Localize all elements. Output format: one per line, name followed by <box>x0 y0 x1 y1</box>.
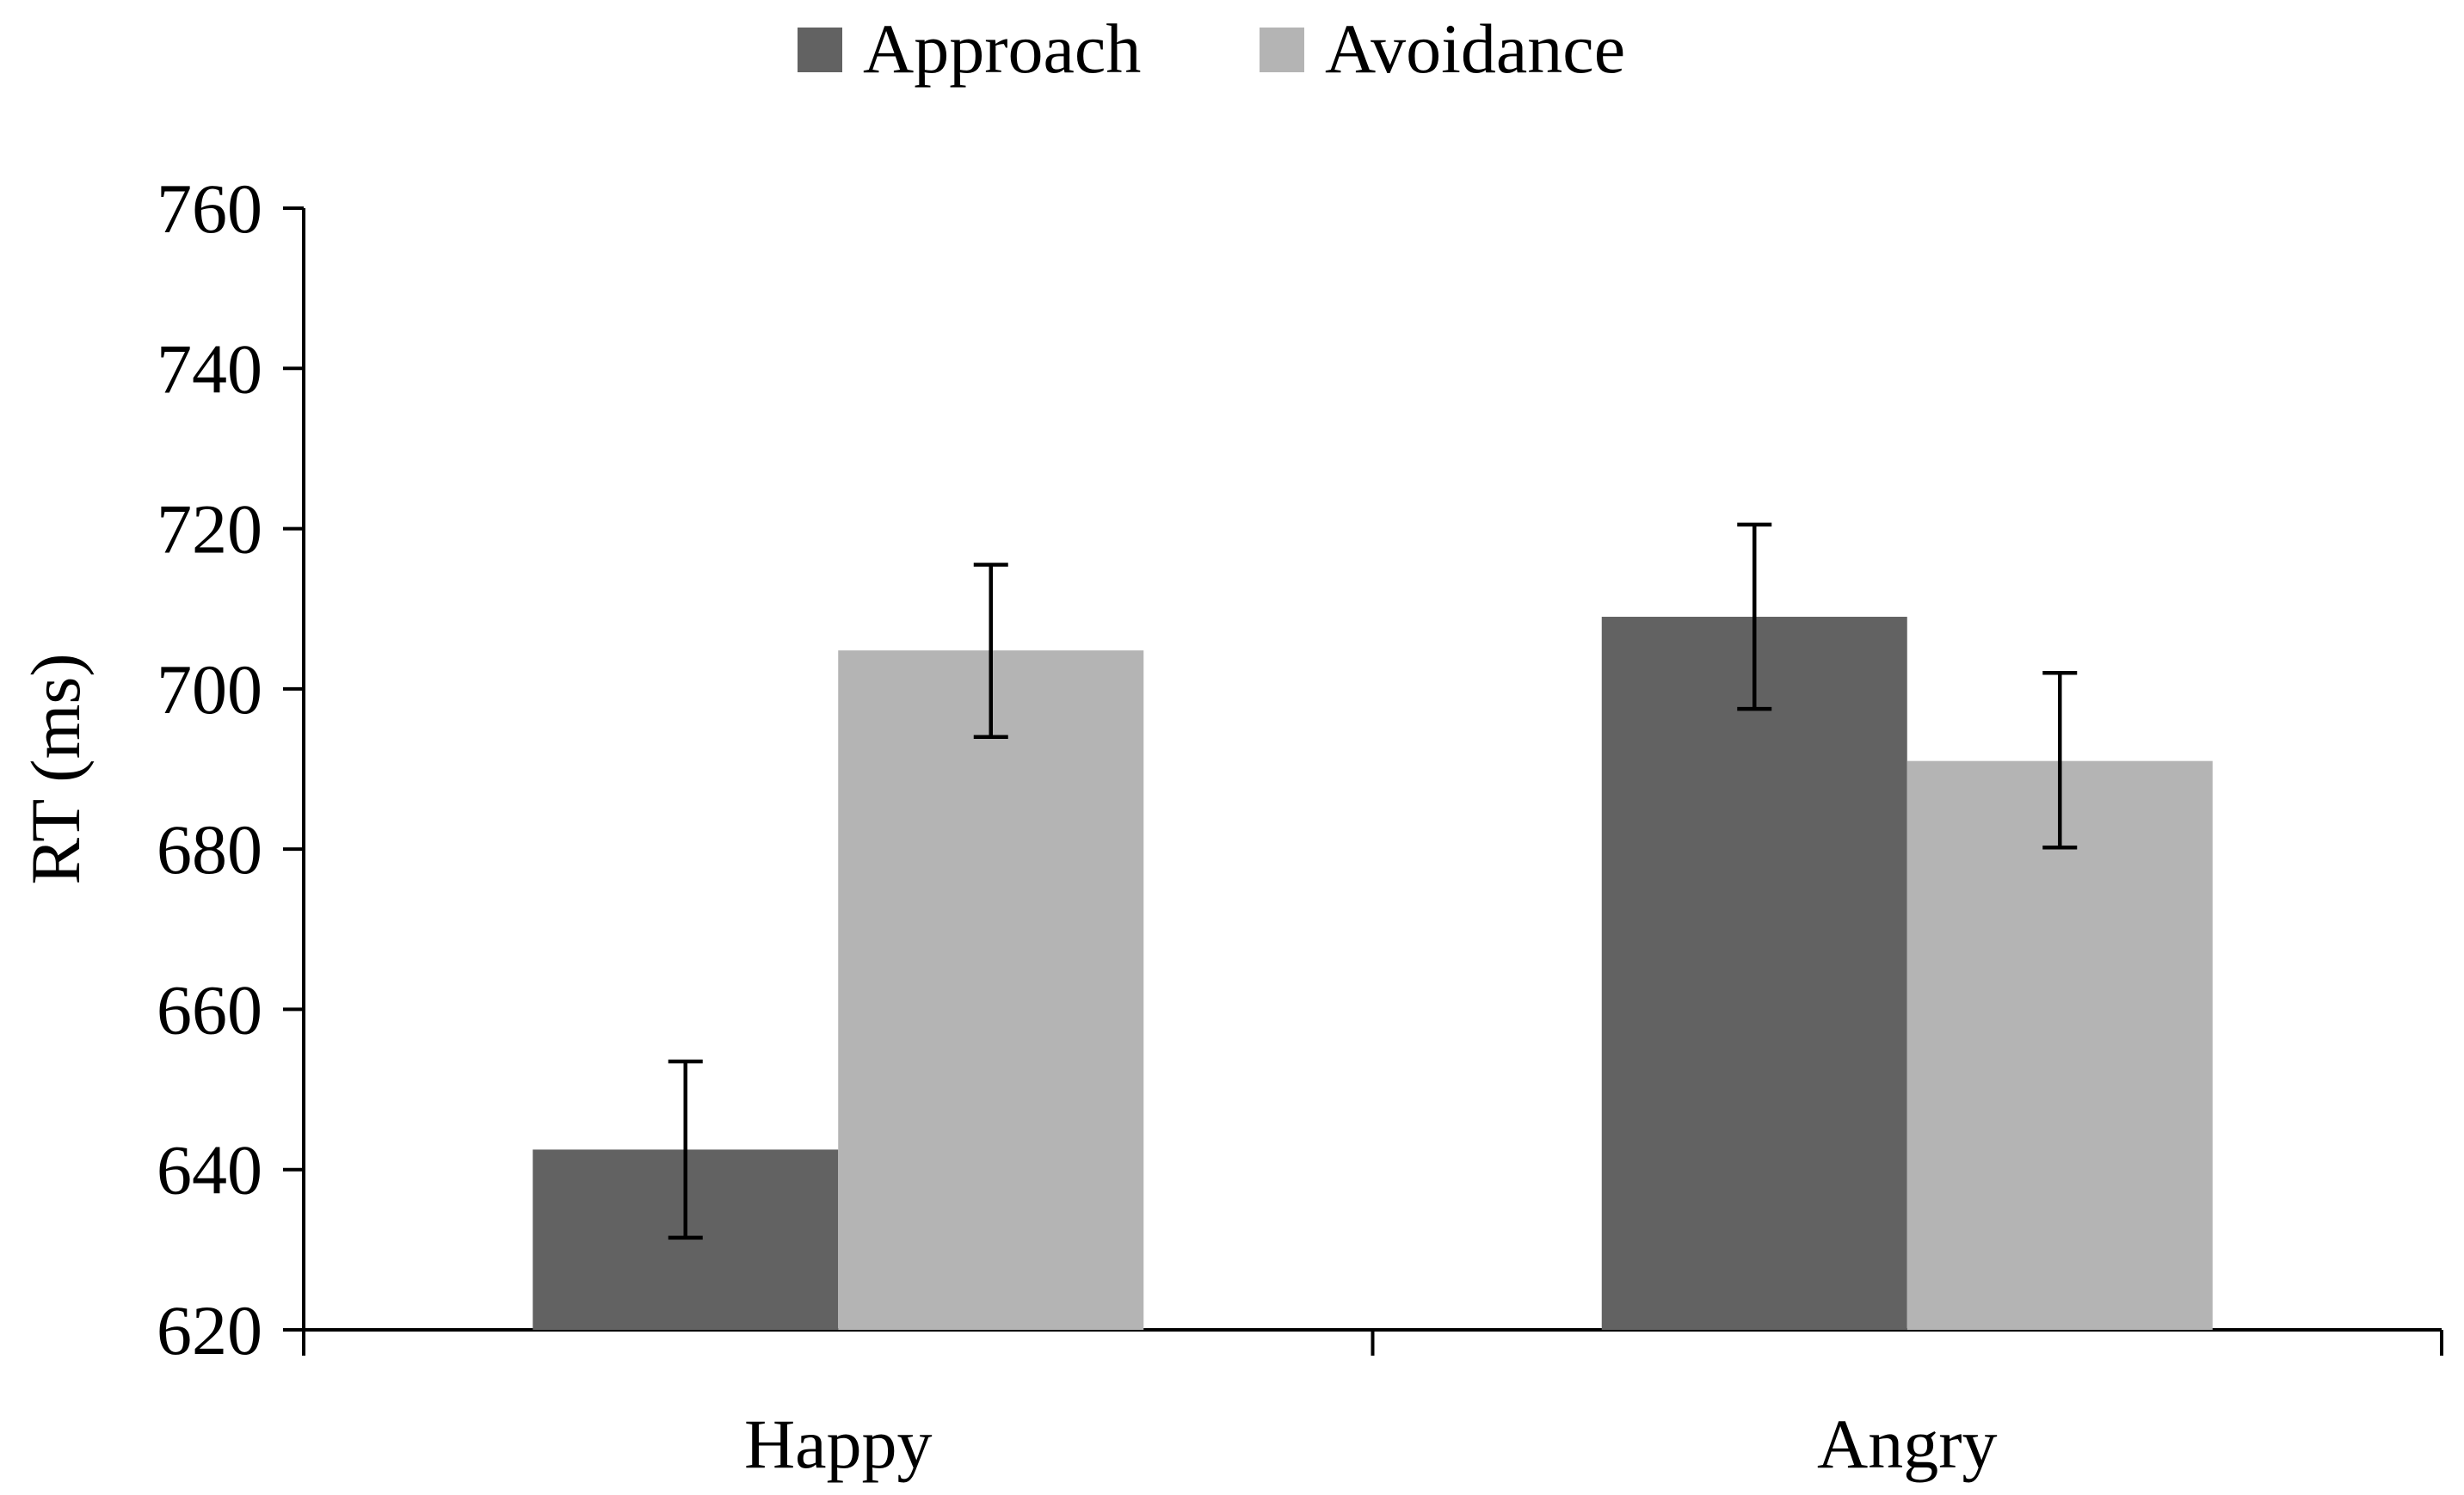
y-tick-label: 620 <box>157 1291 262 1369</box>
y-axis: 620 640 660 680 700 720 740 760 <box>157 169 305 1369</box>
y-tick-label: 760 <box>157 169 262 248</box>
bar-avoidance-angry <box>1907 760 2213 1330</box>
x-category-label: Happy <box>744 1405 933 1483</box>
y-tick-label: 640 <box>157 1131 262 1209</box>
bar-approach-angry <box>1601 617 1907 1330</box>
y-axis-title: RT (ms) <box>16 653 95 884</box>
y-tick-label: 700 <box>157 650 262 729</box>
y-tick-label: 660 <box>157 970 262 1049</box>
legend-label-approach: Approach <box>863 9 1141 88</box>
legend: Approach Avoidance <box>798 9 1625 88</box>
legend-swatch-approach <box>798 28 842 72</box>
bar-avoidance-happy <box>838 650 1144 1330</box>
error-bars <box>668 522 2078 1240</box>
y-tick-label: 680 <box>157 810 262 889</box>
x-axis: Happy Angry <box>302 1328 2443 1483</box>
y-tick-label: 740 <box>157 329 262 408</box>
bars <box>533 617 2213 1330</box>
legend-label-avoidance: Avoidance <box>1325 9 1625 88</box>
y-tick-label: 720 <box>157 490 262 569</box>
legend-swatch-avoidance <box>1260 28 1304 72</box>
x-category-label: Angry <box>1817 1405 1998 1483</box>
